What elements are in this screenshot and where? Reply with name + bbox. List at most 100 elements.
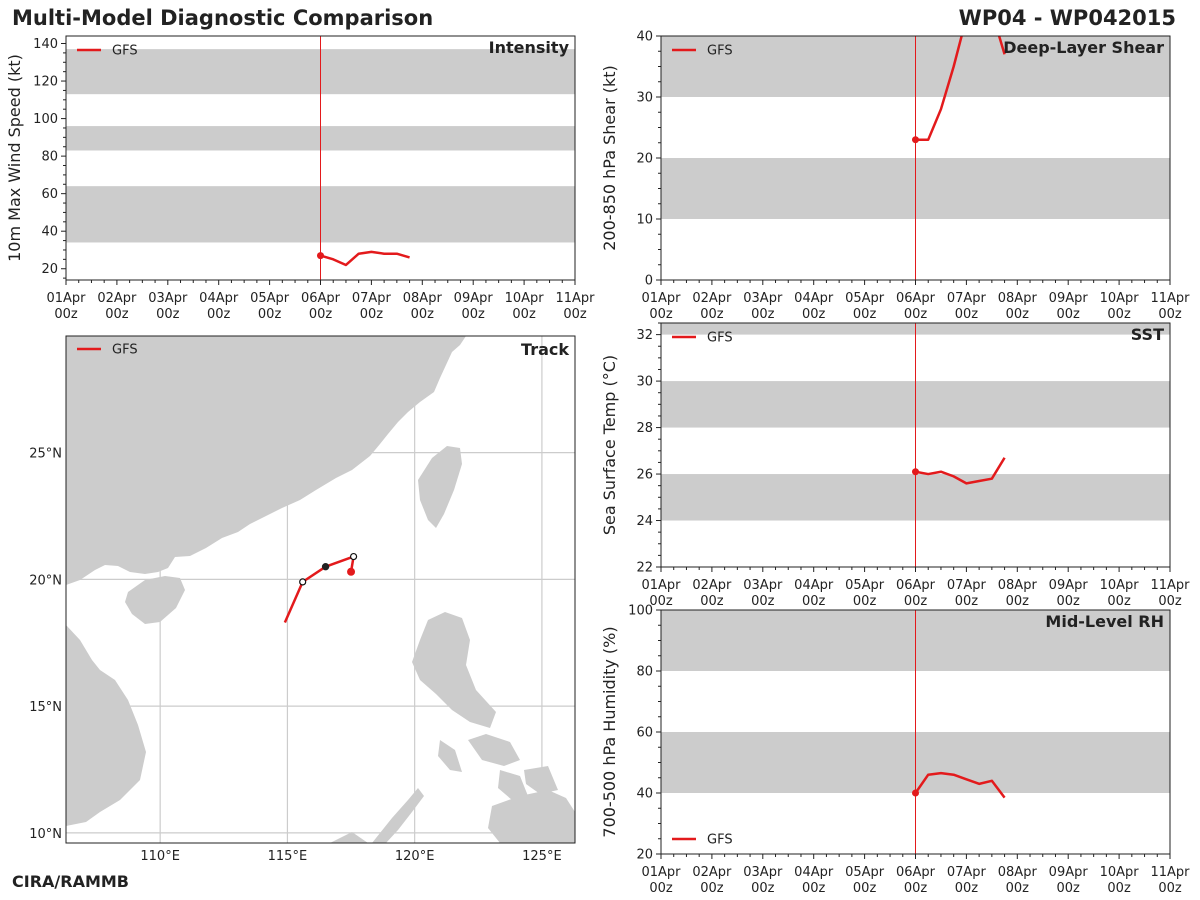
lon-label: 120°E (395, 849, 435, 864)
x-tick-label-day: 09Apr (1049, 865, 1089, 880)
x-tick-label-day: 01Apr (641, 865, 681, 880)
lon-label: 115°E (268, 849, 308, 864)
x-tick-label-hour: 00z (1107, 594, 1131, 609)
x-tick-label-day: 10Apr (505, 291, 545, 306)
x-tick-label-hour: 00z (649, 881, 673, 896)
x-tick-label-hour: 00z (156, 307, 180, 322)
x-tick-label-hour: 00z (1006, 307, 1030, 322)
x-tick-label-day: 01Apr (46, 291, 86, 306)
panel-shear: 01020304001Apr00z02Apr00z03Apr00z04Apr00… (600, 30, 1190, 323)
land-hainan (125, 576, 185, 624)
x-tick-label-hour: 00z (904, 307, 928, 322)
panel-title: Deep-Layer Shear (1003, 38, 1164, 57)
x-tick-label-hour: 00z (1057, 594, 1081, 609)
y-tick-label: 20 (636, 152, 653, 167)
x-tick-label-day: 05Apr (250, 291, 290, 306)
x-tick-label-hour: 00z (1006, 881, 1030, 896)
y-axis-label: 700-500 hPa Humidity (%) (600, 626, 619, 837)
legend-label: GFS (112, 44, 138, 59)
panel-title: Intensity (489, 38, 570, 57)
lat-label: 15°N (29, 700, 62, 715)
x-tick-label-hour: 00z (700, 594, 724, 609)
track-line-gfs (283, 555, 355, 623)
legend-label: GFS (707, 833, 733, 848)
y-tick-label: 120 (33, 75, 58, 90)
y-tick-label: 26 (636, 468, 653, 483)
x-tick-label-day: 04Apr (794, 291, 834, 306)
x-tick-label-day: 11Apr (1150, 291, 1190, 306)
x-tick-label-day: 10Apr (1100, 291, 1140, 306)
x-tick-label-day: 06Apr (896, 578, 936, 593)
x-tick-label-hour: 00z (802, 307, 826, 322)
x-tick-label-hour: 00z (1006, 594, 1030, 609)
x-tick-label-day: 03Apr (743, 578, 783, 593)
x-tick-label-hour: 00z (802, 881, 826, 896)
y-tick-label: 100 (628, 604, 653, 619)
x-tick-label-hour: 00z (411, 307, 435, 322)
x-tick-label-hour: 00z (955, 594, 979, 609)
lat-label: 20°N (29, 573, 62, 588)
x-tick-label-day: 07Apr (947, 291, 987, 306)
x-tick-label-hour: 00z (751, 881, 775, 896)
y-tick-label: 20 (636, 848, 653, 863)
series-start-point (912, 136, 919, 144)
x-tick-label-day: 11Apr (555, 291, 595, 306)
panel-intensity: 2040608010012014001Apr00z02Apr00z03Apr00… (5, 35, 595, 322)
credit-label: CIRA/RAMMB (12, 872, 129, 891)
storm-id: WP04 - WP042015 (958, 6, 1176, 30)
land-visayas (438, 734, 528, 800)
y-tick-label: 100 (33, 112, 58, 127)
x-tick-label-day: 08Apr (998, 865, 1038, 880)
y-tick-label: 40 (636, 30, 653, 45)
x-tick-label-day: 08Apr (998, 578, 1038, 593)
y-tick-label: 30 (636, 91, 653, 106)
y-tick-label: 40 (41, 225, 58, 240)
x-tick-label-hour: 00z (1057, 881, 1081, 896)
x-tick-label-day: 11Apr (1150, 865, 1190, 880)
lon-label: 110°E (140, 849, 180, 864)
x-tick-label-hour: 00z (955, 881, 979, 896)
land-indochina (66, 625, 146, 826)
x-tick-label-day: 01Apr (641, 291, 681, 306)
y-tick-label: 140 (33, 37, 58, 52)
y-tick-label: 80 (41, 150, 58, 165)
x-tick-label-day: 04Apr (199, 291, 239, 306)
y-tick-label: 80 (636, 665, 653, 680)
x-tick-label-hour: 00z (751, 594, 775, 609)
x-tick-label-day: 07Apr (352, 291, 392, 306)
x-tick-label-day: 09Apr (1049, 578, 1089, 593)
x-tick-label-day: 06Apr (896, 291, 936, 306)
x-tick-label-day: 05Apr (845, 865, 885, 880)
x-tick-label-hour: 00z (1107, 307, 1131, 322)
x-tick-label-hour: 00z (360, 307, 384, 322)
x-tick-label-hour: 00z (649, 307, 673, 322)
x-tick-label-day: 04Apr (794, 578, 834, 593)
x-tick-label-hour: 00z (853, 594, 877, 609)
x-tick-label-hour: 00z (649, 594, 673, 609)
lon-label: 125°E (522, 849, 562, 864)
x-tick-label-day: 10Apr (1100, 865, 1140, 880)
x-tick-label-hour: 00z (258, 307, 282, 322)
x-tick-label-hour: 00z (904, 594, 928, 609)
y-axis-label: Sea Surface Temp (°C) (600, 355, 619, 535)
y-tick-label: 10 (636, 213, 653, 228)
panel-track: 110°E 115°E 120°E 125°E 10°N 15°N 20°N 25°N Trac… (29, 335, 576, 864)
series-start-point (912, 468, 919, 476)
x-tick-label-hour: 00z (955, 307, 979, 322)
page-title: Multi-Model Diagnostic Comparison (12, 6, 434, 30)
panel-title: Track (521, 340, 569, 359)
series-start-point (912, 789, 919, 797)
x-tick-label-hour: 00z (563, 307, 587, 322)
x-tick-label-hour: 00z (309, 307, 333, 322)
x-tick-label-day: 07Apr (947, 865, 987, 880)
land-mindanao (488, 766, 575, 843)
x-tick-label-day: 05Apr (845, 291, 885, 306)
x-tick-label-day: 07Apr (947, 578, 987, 593)
x-tick-label-day: 06Apr (896, 865, 936, 880)
land-china (66, 336, 466, 585)
y-tick-label: 28 (636, 421, 653, 436)
track-point (299, 578, 307, 586)
y-axis-label: 10m Max Wind Speed (kt) (5, 54, 24, 262)
x-tick-label-hour: 00z (700, 307, 724, 322)
